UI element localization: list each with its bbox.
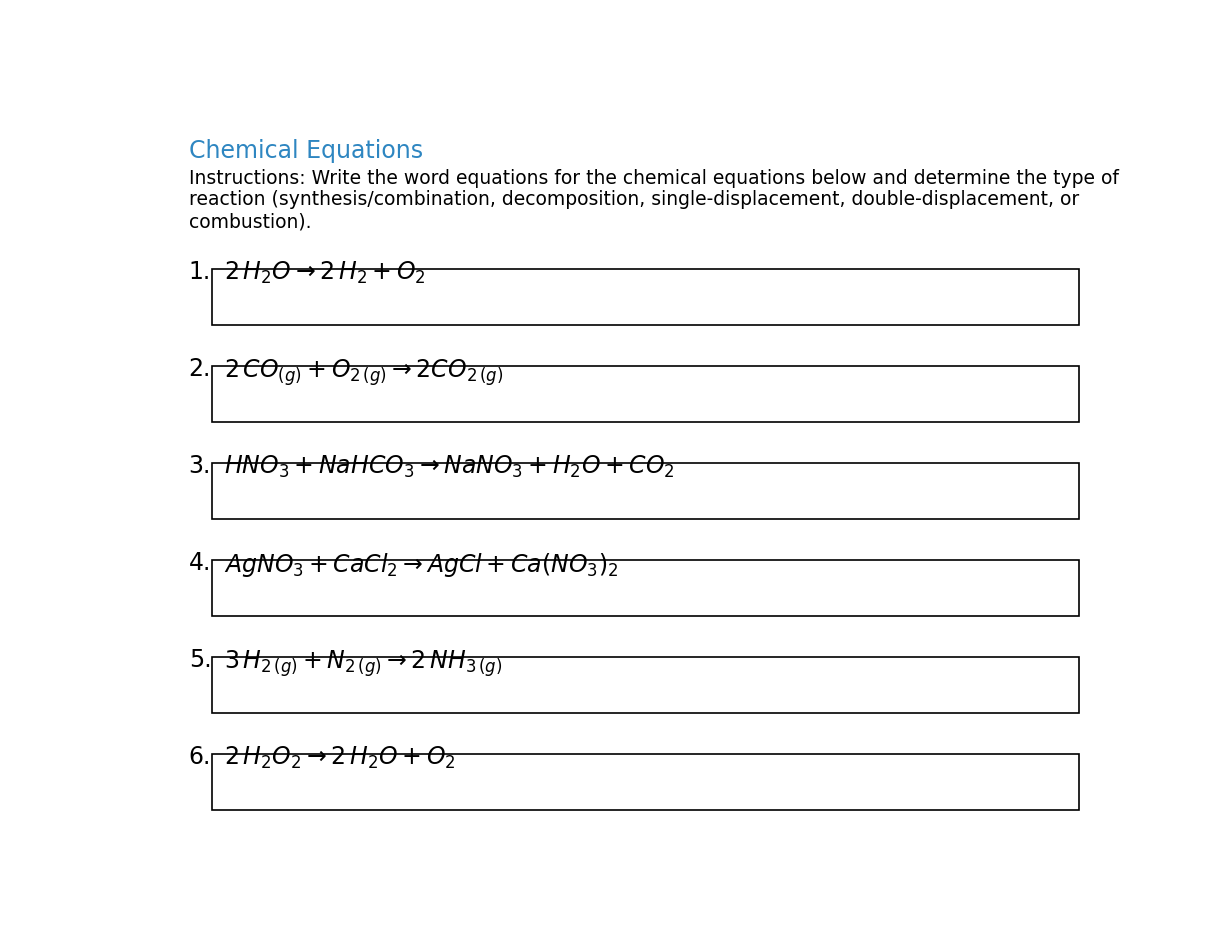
Text: 2.: 2. <box>188 356 211 381</box>
Text: Chemical Equations: Chemical Equations <box>188 139 423 163</box>
Text: 6.: 6. <box>188 745 211 769</box>
Text: combustion).: combustion). <box>188 212 312 231</box>
Text: Instructions: Write the word equations for the chemical equations below and dete: Instructions: Write the word equations f… <box>188 169 1118 188</box>
FancyBboxPatch shape <box>213 657 1079 713</box>
Text: $AgNO_3 + CaCl_2 \rightarrow AgCl + Ca(NO_3)_2$: $AgNO_3 + CaCl_2 \rightarrow AgCl + Ca(N… <box>224 551 618 579</box>
FancyBboxPatch shape <box>213 559 1079 616</box>
Text: 5.: 5. <box>188 648 211 672</box>
Text: 4.: 4. <box>188 551 211 575</box>
Text: 3.: 3. <box>188 454 211 478</box>
Text: $HNO_3 + NaHCO_3 \rightarrow NaNO_3 + H_2O + CO_2$: $HNO_3 + NaHCO_3 \rightarrow NaNO_3 + H_… <box>224 454 675 480</box>
FancyBboxPatch shape <box>213 268 1079 325</box>
Text: $2\,H_2O \rightarrow 2\,H_2 + O_2$: $2\,H_2O \rightarrow 2\,H_2 + O_2$ <box>224 260 425 286</box>
FancyBboxPatch shape <box>213 366 1079 422</box>
Text: reaction (synthesis/combination, decomposition, single-displacement, double-disp: reaction (synthesis/combination, decompo… <box>188 191 1079 210</box>
Text: 1.: 1. <box>188 260 211 283</box>
FancyBboxPatch shape <box>213 754 1079 811</box>
FancyBboxPatch shape <box>213 463 1079 519</box>
Text: $2\,CO_{(g)} + O_{2\,(g)} \rightarrow 2CO_{2\,(g)}$: $2\,CO_{(g)} + O_{2\,(g)} \rightarrow 2C… <box>224 356 503 388</box>
Text: $3\,H_{2\,(g)} + N_{2\,(g)} \rightarrow 2\,NH_{3\,(g)}$: $3\,H_{2\,(g)} + N_{2\,(g)} \rightarrow … <box>224 648 502 679</box>
Text: $2\,H_2O_2 \rightarrow 2\,H_2O + O_2$: $2\,H_2O_2 \rightarrow 2\,H_2O + O_2$ <box>224 745 456 772</box>
